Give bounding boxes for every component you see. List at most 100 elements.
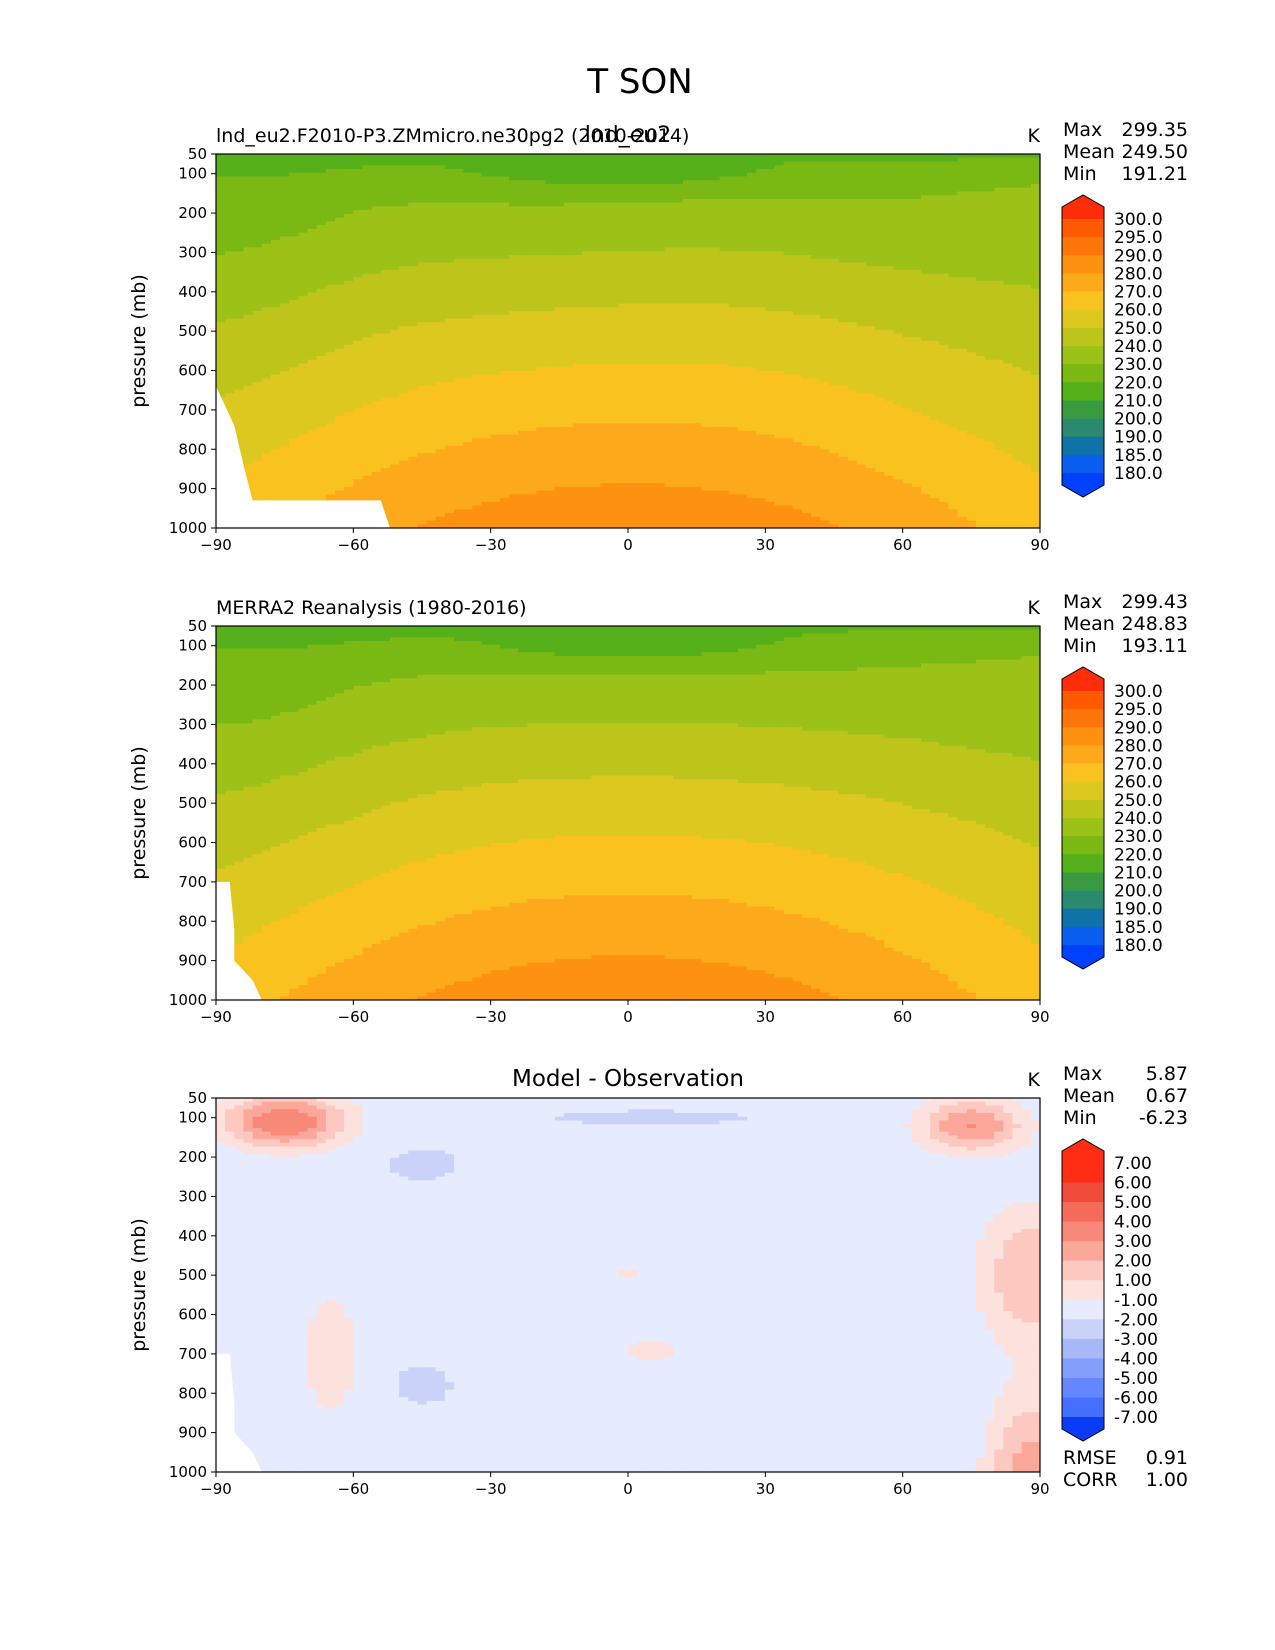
contour-cell: [463, 221, 473, 226]
contour-cell: [270, 456, 281, 462]
contour-cell: [554, 516, 565, 522]
contour-cell: [518, 400, 528, 406]
contour-cell: [472, 419, 483, 424]
contour-cell: [435, 434, 446, 439]
contour-cell: [655, 273, 666, 279]
contour-cell: [252, 240, 263, 245]
contour-cell: [353, 427, 364, 432]
contour-cell: [646, 520, 657, 525]
contour-cell: [444, 154, 455, 159]
contour-cell: [389, 337, 400, 342]
contour-cell: [637, 445, 647, 451]
contour-cell: [298, 161, 309, 166]
contour-cell: [554, 329, 565, 335]
contour-cell: [536, 509, 547, 514]
contour-cell: [234, 412, 245, 417]
contour-cell: [408, 468, 419, 473]
contour-cell: [527, 341, 538, 346]
contour-cell: [435, 228, 446, 234]
contour-cell: [527, 501, 538, 507]
contour-cell: [234, 225, 245, 230]
contour-cell: [508, 434, 519, 439]
contour-cell: [389, 292, 400, 297]
contour-cell: [499, 322, 510, 327]
contour-cell: [216, 157, 226, 163]
contour-cell: [499, 266, 510, 271]
contour-cell: [316, 213, 327, 219]
contour-cell: [545, 210, 556, 215]
contour-cell: [225, 333, 235, 338]
contour-cell: [325, 168, 336, 174]
contour-cell: [408, 240, 419, 245]
contour-cell: [307, 165, 318, 170]
contour-cell: [408, 378, 419, 383]
contour-cell: [353, 266, 364, 271]
contour-cell: [545, 509, 556, 514]
contour-cell: [655, 516, 666, 522]
contour-cell: [518, 326, 528, 331]
contour-cell: [380, 322, 391, 327]
contour-cell: [389, 423, 400, 428]
contour-cell: [536, 385, 547, 391]
contour-cell: [426, 505, 437, 510]
contour-cell: [600, 516, 611, 522]
contour-cell: [600, 453, 611, 458]
contour-cell: [426, 483, 437, 488]
contour-cell: [554, 341, 565, 346]
contour-cell: [399, 483, 409, 488]
contour-cell: [600, 479, 611, 484]
contour-cell: [582, 400, 592, 406]
contour-cell: [362, 247, 373, 252]
contour-cell: [298, 236, 309, 241]
contour-cell: [316, 471, 327, 477]
contour-cell: [646, 486, 657, 492]
contour-cell: [646, 509, 657, 514]
contour-cell: [463, 288, 473, 293]
contour-cell: [435, 453, 446, 458]
contour-cell: [371, 288, 382, 293]
contour-cell: [344, 168, 354, 174]
contour-cell: [655, 385, 666, 391]
contour-cell: [527, 415, 538, 421]
contour-cell: [637, 486, 647, 492]
contour-cell: [389, 509, 400, 514]
contour-cell: [655, 344, 666, 350]
contour-cell: [655, 408, 666, 413]
contour-cell: [234, 161, 245, 166]
contour-cell: [270, 460, 281, 466]
contour-cell: [435, 341, 446, 346]
contour-cell: [316, 307, 327, 312]
contour-cell: [472, 337, 483, 342]
contour-cell: [591, 168, 602, 174]
contour-cell: [344, 393, 354, 398]
contour-cell: [472, 374, 483, 379]
contour-cell: [389, 471, 400, 477]
contour-cell: [655, 191, 666, 196]
contour-cell: [499, 341, 510, 346]
contour-cell: [646, 251, 657, 256]
contour-cell: [563, 490, 574, 495]
contour-cell: [454, 240, 464, 245]
contour-cell: [243, 468, 254, 473]
contour-cell: [216, 243, 226, 249]
contour-cell: [582, 479, 592, 484]
contour-cell: [270, 468, 281, 473]
contour-cell: [563, 438, 574, 443]
contour-cell: [344, 344, 354, 350]
contour-cell: [289, 363, 299, 368]
contour-cell: [609, 415, 620, 421]
contour-cell: [573, 240, 583, 245]
contour-cell: [463, 284, 473, 290]
contour-cell: [637, 221, 647, 226]
contour-cell: [637, 322, 647, 327]
contour-cell: [325, 299, 336, 305]
contour-cell: [582, 292, 592, 297]
contour-cell: [234, 195, 245, 200]
contour-cell: [243, 269, 254, 275]
contour-cell: [298, 198, 309, 204]
contour-cell: [499, 198, 510, 204]
contour-cell: [289, 385, 299, 391]
contour-cell: [371, 412, 382, 417]
